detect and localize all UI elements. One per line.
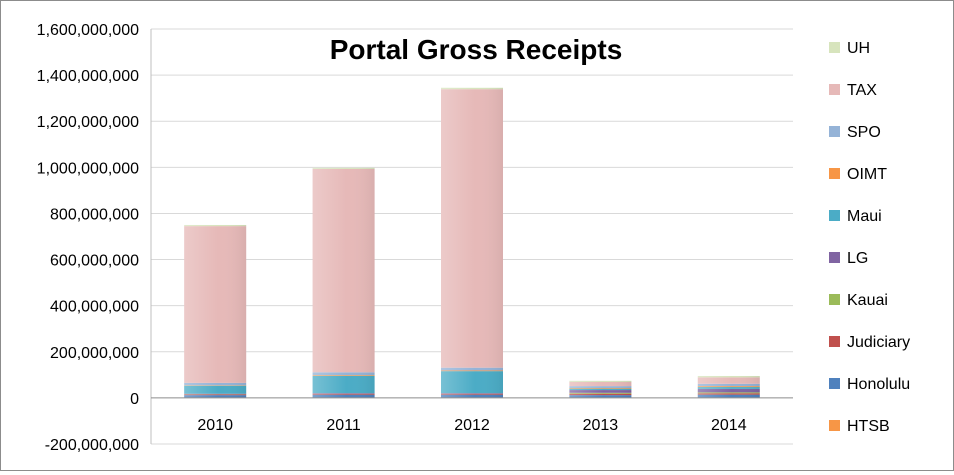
legend-swatch-htsb — [829, 420, 840, 431]
x-tick-label: 2010 — [197, 417, 233, 434]
y-tick-label: -200,000,000 — [45, 437, 139, 454]
y-tick-label: 400,000,000 — [50, 299, 139, 316]
legend-swatch-judiciary — [829, 336, 840, 347]
y-tick-label: 1,400,000,000 — [37, 68, 139, 85]
y-tick-label: 1,200,000,000 — [37, 114, 139, 131]
legend-label-kauai: Kauai — [847, 292, 888, 309]
chart-title: Portal Gross Receipts — [330, 34, 623, 65]
y-tick-label: 0 — [130, 391, 139, 408]
legend-swatch-kauai — [829, 294, 840, 305]
legend-swatch-honolulu — [829, 378, 840, 389]
legend-swatch-uh — [829, 42, 840, 53]
bar-shading-2011 — [313, 168, 375, 398]
bar-shading-2014 — [698, 376, 760, 398]
legend-label-htsb: HTSB — [847, 418, 890, 435]
legend-swatch-maui — [829, 210, 840, 221]
y-tick-label: 200,000,000 — [50, 345, 139, 362]
y-tick-label: 800,000,000 — [50, 206, 139, 223]
legend-label-uh: UH — [847, 40, 870, 57]
y-tick-label: 600,000,000 — [50, 253, 139, 270]
y-tick-label: 1,600,000,000 — [37, 22, 139, 39]
x-tick-label: 2014 — [711, 417, 747, 434]
x-tick-label: 2011 — [326, 417, 361, 434]
bar-shading-2010 — [184, 225, 246, 398]
legend-label-maui: Maui — [847, 208, 882, 225]
legend-label-oimt: OIMT — [847, 166, 887, 183]
legend-label-spo: SPO — [847, 124, 881, 141]
x-tick-label: 2013 — [583, 417, 619, 434]
legend-label-judiciary: Judiciary — [847, 334, 910, 351]
x-tick-label: 2012 — [454, 417, 490, 434]
legend-label-tax: TAX — [847, 82, 877, 99]
y-tick-label: 1,000,000,000 — [37, 160, 139, 177]
legend: UH TAX SPO OIMT Maui LG Kauai Judiciary Honolulu… — [829, 40, 910, 435]
legend-label-honolulu: Honolulu — [847, 376, 910, 393]
legend-swatch-spo — [829, 126, 840, 137]
legend-label-lg: LG — [847, 250, 868, 267]
legend-swatch-tax — [829, 84, 840, 95]
bar-shading-2013 — [569, 381, 631, 398]
legend-swatch-oimt — [829, 168, 840, 179]
axis-layer: -200,000,000 0 200,000,000 400,000,000 600,0… — [37, 22, 793, 454]
legend-swatch-lg — [829, 252, 840, 263]
bar-shading-2012 — [441, 88, 503, 398]
